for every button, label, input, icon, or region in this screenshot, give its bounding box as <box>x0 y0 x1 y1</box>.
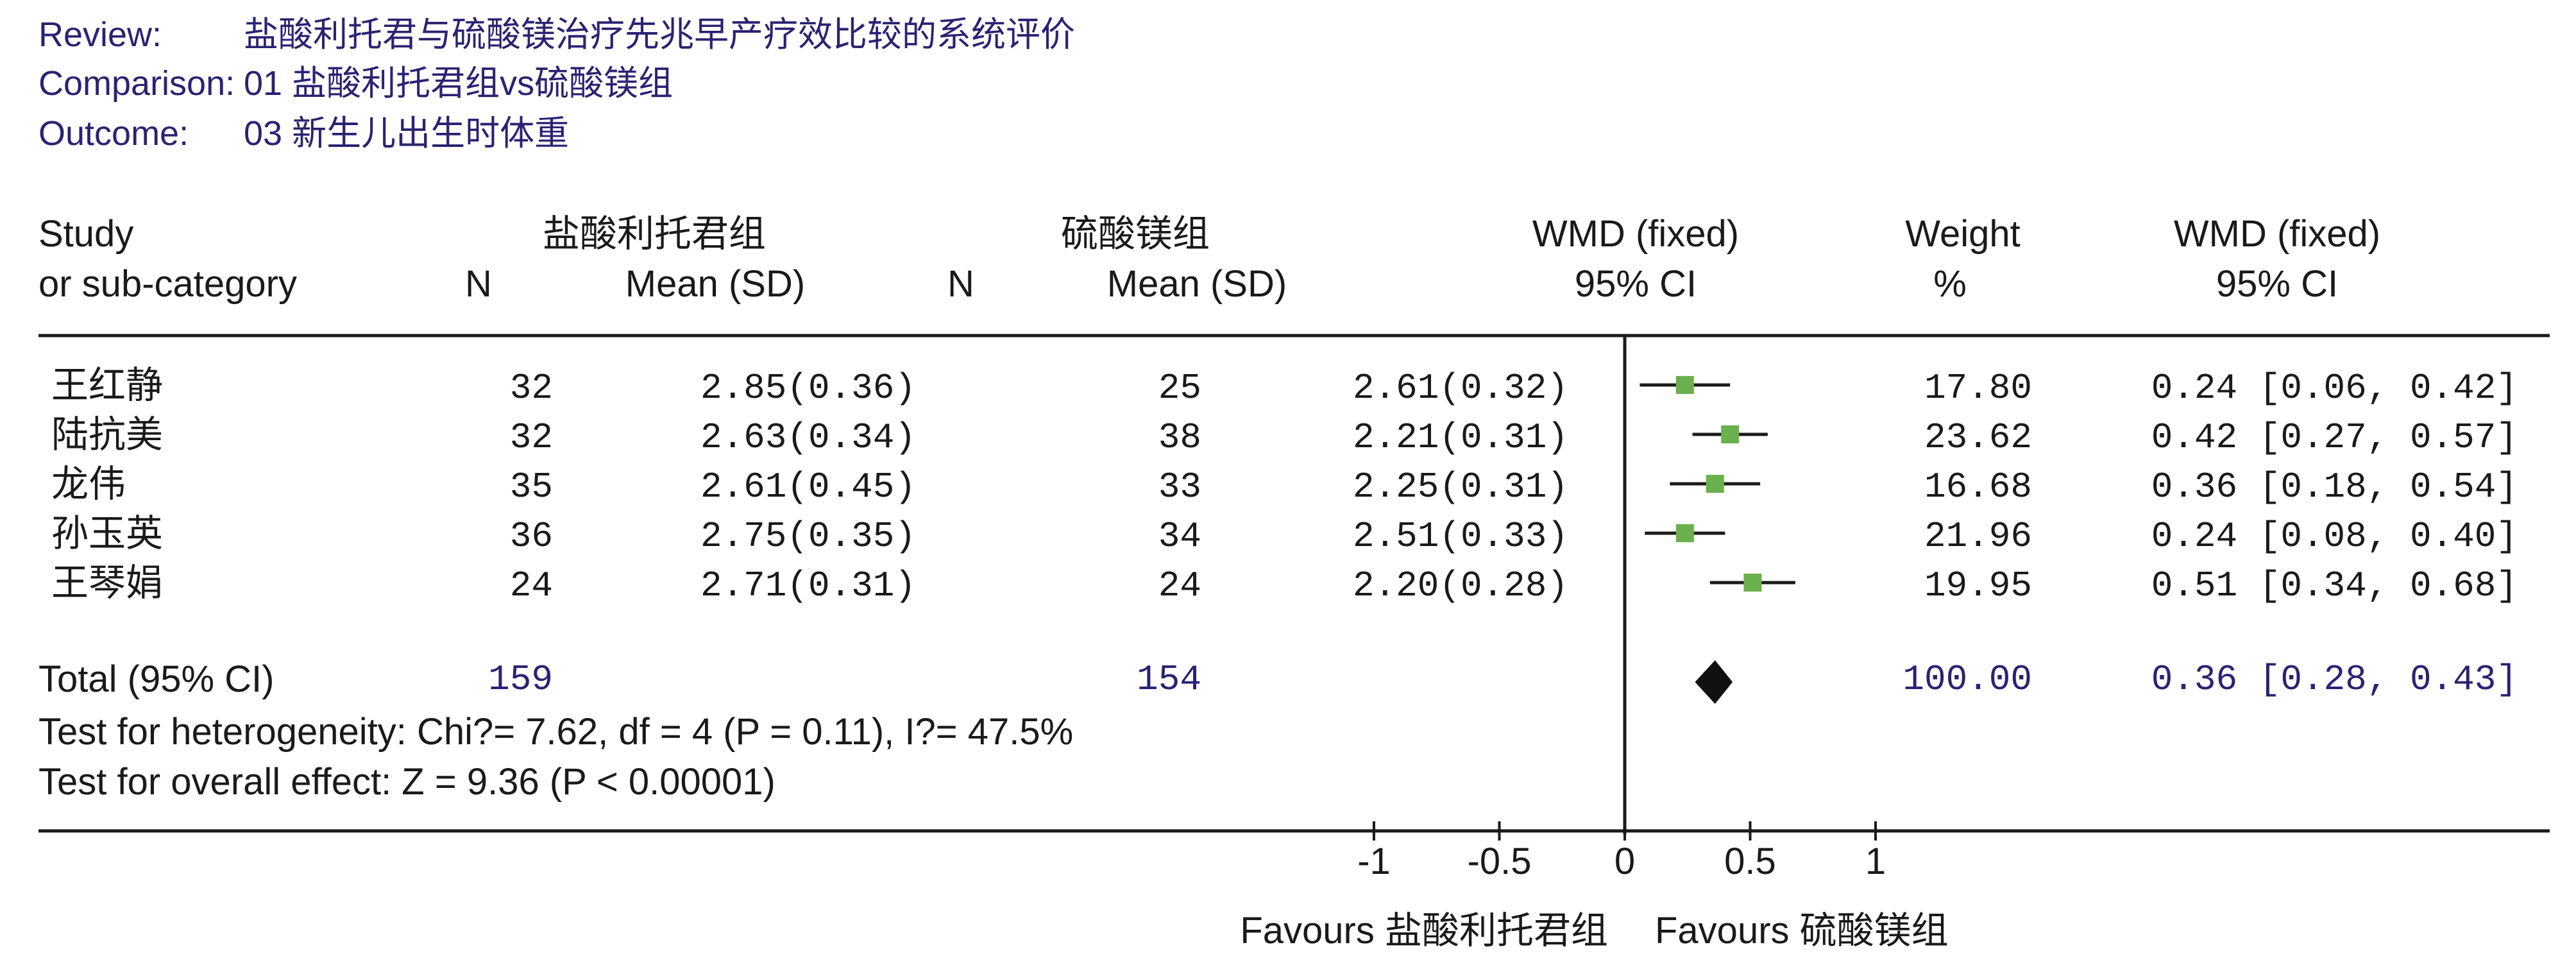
total-wmd-text: 0.36 [0.28, 0.43] <box>2151 659 2518 700</box>
study-wmd-text: 0.24 [0.06, 0.42] <box>2151 368 2518 409</box>
group2-mean-sd: 2.21(0.31) <box>1353 417 1568 458</box>
weight-square <box>1706 475 1724 493</box>
group1-mean-sd: 2.63(0.34) <box>700 417 916 458</box>
group2-mean-header: Mean (SD) <box>1107 263 1287 305</box>
x-axis-tick-label: 0.5 <box>1724 841 1776 882</box>
group1-header: 盐酸利托君组 <box>543 213 766 255</box>
total-n2: 154 <box>1137 659 1201 700</box>
study-name: 陆抗美 <box>51 414 163 456</box>
study-wmd-text: 0.24 [0.08, 0.40] <box>2151 516 2518 557</box>
group1-mean-sd: 2.71(0.31) <box>700 565 916 606</box>
group2-n: 38 <box>1158 417 1201 458</box>
study-weight: 23.62 <box>1924 417 2032 458</box>
group2-n: 24 <box>1158 565 1201 606</box>
wmd-plot-header-line2: 95% CI <box>1575 263 1697 305</box>
study-name: 王红静 <box>51 364 163 406</box>
group1-n: 35 <box>510 466 553 508</box>
study-rows: 王红静 32 2.85(0.36) 25 2.61(0.32) 17.80 0.24 [0.… <box>51 364 2518 606</box>
group1-n: 32 <box>510 368 553 409</box>
group2-mean-sd: 2.25(0.31) <box>1353 466 1568 508</box>
weight-header-line1: Weight <box>1905 213 2020 255</box>
study-wmd-text: 0.42 [0.27, 0.57] <box>2151 417 2518 458</box>
study-weight: 21.96 <box>1924 516 2032 557</box>
study-weight: 17.80 <box>1924 368 2032 409</box>
pooled-diamond <box>1695 660 1733 704</box>
study-name: 龙伟 <box>51 463 126 505</box>
x-axis-tick-label: 0 <box>1614 841 1635 882</box>
group1-mean-sd: 2.85(0.36) <box>700 368 916 409</box>
wmd-text-header-line1: WMD (fixed) <box>2174 213 2380 255</box>
group2-n: 33 <box>1158 466 1201 508</box>
weight-square <box>1743 574 1762 592</box>
weight-square <box>1675 524 1694 542</box>
total-weight: 100.00 <box>1902 659 2032 700</box>
group2-n-header: N <box>947 263 974 305</box>
comparison-value: 01 盐酸利托君组vs硫酸镁组 <box>244 64 673 103</box>
favours-right-label: Favours 硫酸镁组 <box>1655 910 1949 952</box>
group1-mean-sd: 2.61(0.45) <box>700 466 916 508</box>
group2-header: 硫酸镁组 <box>1061 213 1210 255</box>
group2-mean-sd: 2.61(0.32) <box>1353 368 1568 409</box>
total-n1: 159 <box>488 659 553 700</box>
study-weight: 16.68 <box>1924 466 2032 508</box>
group1-n: 32 <box>510 417 553 458</box>
group1-n: 36 <box>510 516 553 557</box>
group1-n: 24 <box>510 565 553 606</box>
wmd-text-header-line2: 95% CI <box>2216 263 2338 305</box>
study-wmd-text: 0.36 [0.18, 0.54] <box>2151 466 2518 508</box>
study-name: 孙玉英 <box>51 513 163 554</box>
group2-mean-sd: 2.51(0.33) <box>1353 516 1568 557</box>
total-label: Total (95% CI) <box>38 658 274 700</box>
x-axis-ticks: -1 -0.5 0 0.5 1 <box>1357 821 1886 882</box>
group1-mean-header: Mean (SD) <box>625 263 805 305</box>
review-label: Review: <box>38 15 162 54</box>
comparison-label: Comparison: <box>38 64 235 103</box>
outcome-label: Outcome: <box>38 114 189 153</box>
overall-effect-test: Test for overall effect: Z = 9.36 (P < 0… <box>38 761 775 803</box>
review-value: 盐酸利托君与硫酸镁治疗先兆早产疗效比较的系统评价 <box>244 15 1075 54</box>
wmd-plot-header-line1: WMD (fixed) <box>1532 213 1739 255</box>
study-name: 王琴娟 <box>51 562 163 604</box>
outcome-value: 03 新生儿出生时体重 <box>244 114 569 153</box>
favours-left-label: Favours 盐酸利托君组 <box>1240 910 1608 952</box>
x-axis-tick-label: -1 <box>1357 841 1391 882</box>
weight-square <box>1721 425 1740 443</box>
group2-n: 34 <box>1158 516 1201 557</box>
group2-n: 25 <box>1158 368 1201 409</box>
group1-mean-sd: 2.75(0.35) <box>700 516 916 557</box>
study-wmd-text: 0.51 [0.34, 0.68] <box>2151 565 2518 606</box>
group2-mean-sd: 2.20(0.28) <box>1353 565 1568 606</box>
study-header-line2: or sub-category <box>38 263 297 305</box>
weight-header-line2: % <box>1933 263 1967 305</box>
study-weight: 19.95 <box>1924 565 2032 606</box>
weight-square <box>1675 376 1694 394</box>
study-header-line1: Study <box>38 213 133 255</box>
x-axis-tick-label: -0.5 <box>1468 841 1532 882</box>
heterogeneity-test: Test for heterogeneity: Chi?= 7.62, df =… <box>38 711 1073 753</box>
group1-n-header: N <box>465 263 492 305</box>
x-axis-tick-label: 1 <box>1865 841 1886 882</box>
